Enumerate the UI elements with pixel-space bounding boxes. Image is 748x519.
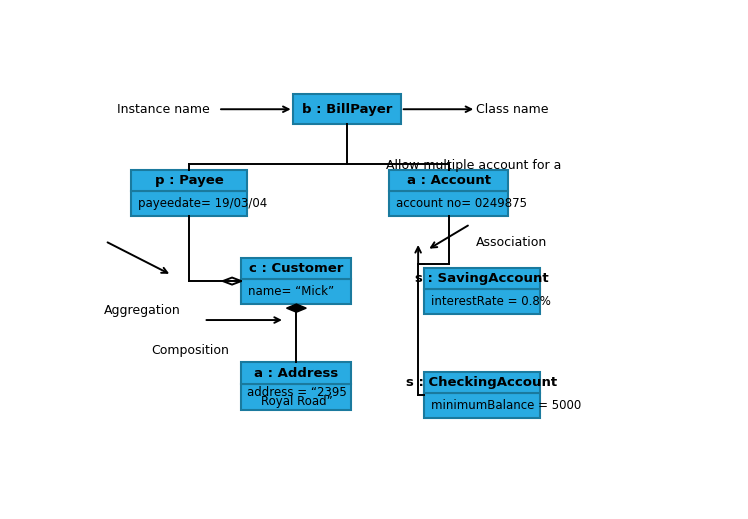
Bar [131,170,247,192]
Text: payeedate= 19/03/04: payeedate= 19/03/04 [138,197,267,210]
Text: c : Customer: c : Customer [249,262,343,275]
Text: account no= 0249875: account no= 0249875 [396,197,527,210]
Polygon shape [286,304,306,312]
Text: Composition: Composition [151,344,230,357]
Bar [424,393,540,418]
Bar [131,192,247,216]
Bar [242,384,352,410]
Bar [389,170,508,192]
Text: address = “2395: address = “2395 [247,386,346,399]
Bar [424,268,540,289]
Bar [424,289,540,314]
Text: Association: Association [476,236,548,249]
Bar [424,372,540,393]
Text: interestRate = 0.8%: interestRate = 0.8% [431,295,551,308]
Text: Allow multiple account for a: Allow multiple account for a [386,159,562,172]
Text: name= “Mick”: name= “Mick” [248,285,334,298]
Bar [242,258,352,279]
Text: Aggregation: Aggregation [104,304,181,317]
Bar [242,279,352,304]
Text: Class name: Class name [476,103,548,116]
Text: Royal Road”: Royal Road” [260,395,332,408]
Text: b : BillPayer: b : BillPayer [302,103,392,116]
Text: a : Address: a : Address [254,366,339,379]
Text: p : Payee: p : Payee [155,174,224,187]
Text: s : CheckingAccount: s : CheckingAccount [406,376,557,389]
Text: minimumBalance = 5000: minimumBalance = 5000 [431,399,581,412]
Text: s : SavingAccount: s : SavingAccount [415,272,549,285]
Text: a : Account: a : Account [407,174,491,187]
Bar [242,362,352,384]
Bar [293,94,401,124]
Bar [389,192,508,216]
Text: Instance name: Instance name [117,103,209,116]
